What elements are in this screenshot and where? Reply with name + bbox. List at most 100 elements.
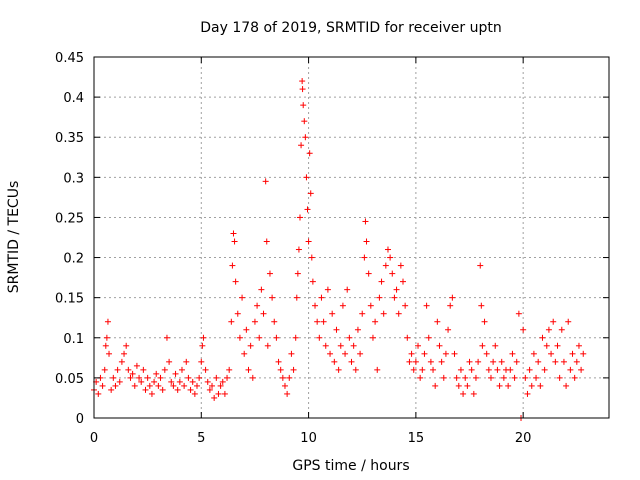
data-point — [187, 386, 194, 393]
data-point — [312, 302, 319, 309]
data-point — [181, 382, 188, 389]
data-point — [543, 342, 550, 349]
data-point — [415, 342, 422, 349]
data-point — [496, 382, 503, 389]
y-tick-label: 0.25 — [55, 211, 84, 226]
data-point — [298, 142, 305, 149]
y-tick-label: 0.1 — [63, 332, 84, 347]
data-point — [573, 358, 580, 365]
data-point — [554, 342, 561, 349]
data-point — [191, 390, 198, 397]
data-point — [361, 254, 368, 261]
data-point — [324, 286, 331, 293]
data-point — [157, 374, 164, 381]
data-point — [571, 374, 578, 381]
data-point — [172, 370, 179, 377]
data-point — [387, 254, 394, 261]
data-point — [384, 246, 391, 253]
data-point — [183, 358, 190, 365]
data-point — [560, 358, 567, 365]
data-point — [102, 342, 109, 349]
data-point — [123, 342, 130, 349]
data-point — [127, 374, 134, 381]
data-points — [91, 78, 587, 421]
data-point — [305, 238, 312, 245]
data-point — [548, 350, 555, 357]
x-tick-label: 15 — [408, 431, 425, 446]
data-point — [578, 366, 585, 373]
data-point — [378, 278, 385, 285]
data-point — [256, 334, 263, 341]
data-point — [288, 350, 295, 357]
data-point — [425, 334, 432, 341]
data-point — [475, 358, 482, 365]
data-point — [485, 366, 492, 373]
y-tick-label: 0.2 — [63, 252, 84, 267]
data-point — [196, 374, 203, 381]
data-point — [297, 214, 303, 221]
data-point — [569, 350, 576, 357]
data-point — [541, 366, 548, 373]
data-point — [333, 326, 340, 333]
data-point — [230, 230, 237, 237]
data-point — [153, 370, 160, 377]
data-point — [453, 374, 460, 381]
x-tick-label: 10 — [300, 431, 317, 446]
data-point — [229, 262, 236, 269]
data-point — [389, 270, 396, 277]
data-point — [243, 326, 250, 333]
data-point — [133, 362, 140, 369]
grid — [94, 57, 609, 418]
y-tick-label: 0 — [76, 412, 84, 427]
data-point — [432, 382, 439, 389]
data-point — [269, 294, 276, 301]
data-point — [470, 390, 477, 397]
data-point — [148, 390, 155, 397]
data-point — [266, 270, 273, 277]
data-point — [168, 378, 175, 385]
plot-frame — [93, 56, 610, 419]
data-point — [202, 366, 209, 373]
data-point — [442, 350, 449, 357]
data-point — [412, 358, 419, 365]
data-point — [118, 358, 125, 365]
data-point — [402, 302, 409, 309]
data-point — [522, 374, 529, 381]
data-point — [417, 374, 424, 381]
data-point — [215, 390, 222, 397]
data-point — [320, 318, 327, 325]
data-point — [271, 318, 278, 325]
data-point — [138, 378, 145, 385]
data-point — [329, 310, 336, 317]
data-point — [524, 390, 531, 397]
data-point — [247, 342, 254, 349]
data-point — [445, 326, 452, 333]
data-point — [372, 318, 379, 325]
data-point — [300, 102, 307, 109]
data-point — [449, 294, 456, 301]
data-point — [408, 350, 415, 357]
data-point — [352, 366, 359, 373]
data-point — [95, 390, 102, 397]
data-point — [395, 310, 402, 317]
data-point — [490, 358, 497, 365]
data-point — [99, 382, 106, 389]
data-point — [350, 342, 357, 349]
data-point — [342, 350, 349, 357]
data-point — [294, 270, 301, 277]
data-point — [427, 358, 434, 365]
data-point — [228, 318, 235, 325]
data-point — [440, 374, 447, 381]
data-point — [354, 326, 361, 333]
data-point — [273, 334, 280, 341]
data-point — [575, 342, 582, 349]
data-point — [447, 302, 454, 309]
data-point — [314, 318, 321, 325]
y-tick-label: 0.3 — [63, 171, 84, 186]
y-tick-label: 0.45 — [55, 51, 84, 66]
data-point — [526, 366, 533, 373]
data-point — [146, 382, 153, 389]
data-point — [200, 334, 207, 341]
data-point — [226, 366, 233, 373]
data-point — [430, 366, 437, 373]
